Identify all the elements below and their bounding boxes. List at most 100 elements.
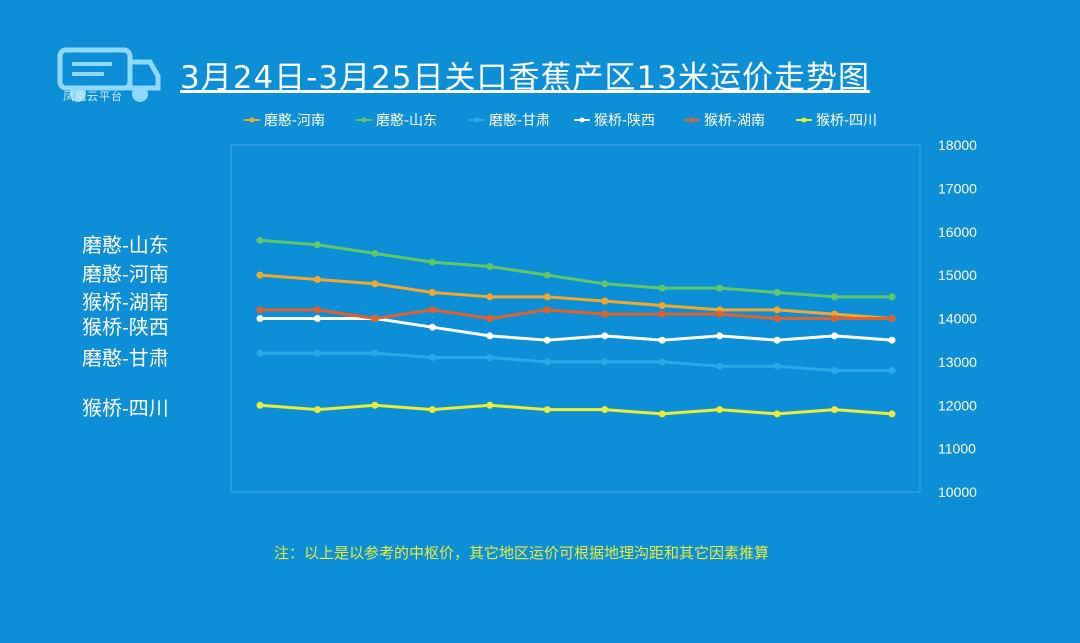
series-line: [260, 317, 893, 342]
data-point: [371, 349, 379, 357]
data-point: [428, 306, 436, 314]
data-point: [428, 288, 436, 296]
data-point: [831, 367, 839, 375]
legend-label: 磨憨-河南: [264, 113, 325, 129]
data-point: [486, 354, 494, 362]
data-point: [543, 306, 551, 314]
data-point: [313, 349, 321, 357]
left-label-moham-shandong: 磨憨-山东: [82, 233, 169, 257]
data-point: [773, 336, 781, 344]
data-point: [658, 410, 666, 418]
data-point: [888, 336, 896, 344]
data-point: [371, 315, 379, 322]
series-line: [259, 238, 892, 299]
data-point: [256, 315, 264, 322]
data-point: [256, 306, 264, 314]
y-tick-label: 15000: [938, 267, 977, 283]
left-label-houqiao-sichuan: 猴桥-四川: [82, 396, 169, 420]
data-point: [543, 336, 551, 344]
data-point: [716, 284, 724, 292]
legend-swatch-marker: [249, 117, 255, 123]
data-point: [658, 301, 666, 309]
y-tick-label: 14000: [938, 311, 977, 327]
y-tick-label: 13000: [938, 354, 977, 370]
data-point: [888, 293, 896, 301]
series-line: [259, 273, 893, 320]
data-point: [716, 310, 724, 318]
plot-area: [230, 144, 921, 493]
data-point: [256, 401, 264, 409]
data-point: [658, 336, 666, 344]
data-point: [486, 401, 494, 409]
data-point: [888, 410, 896, 418]
data-point: [658, 284, 666, 292]
legend-swatch-marker: [579, 117, 585, 123]
data-point: [601, 297, 609, 305]
left-label-houqiao-hunan: 猴桥-湖南: [82, 290, 169, 314]
data-point: [601, 332, 609, 340]
data-point: [773, 410, 781, 418]
data-point: [313, 315, 321, 322]
legend-label: 猴桥-湖南: [704, 113, 765, 129]
data-point: [371, 280, 379, 288]
data-point: [543, 293, 551, 301]
series-line: [259, 403, 893, 416]
data-point: [486, 332, 494, 340]
legend-label: 猴桥-陕西: [594, 113, 655, 129]
data-point: [601, 406, 609, 414]
data-point: [256, 236, 264, 244]
data-point: [658, 310, 666, 318]
truck-logo-icon: [57, 47, 161, 102]
data-point: [831, 406, 839, 414]
data-point: [428, 323, 436, 331]
data-point: [543, 271, 551, 279]
data-point: [716, 362, 724, 370]
data-point: [601, 280, 609, 288]
data-point: [313, 241, 321, 249]
data-point: [716, 332, 724, 340]
data-point: [773, 362, 781, 370]
series-line: [260, 351, 892, 373]
data-point: [313, 275, 321, 283]
data-point: [601, 358, 609, 366]
legend-swatch-marker: [474, 117, 480, 123]
data-point: [486, 315, 494, 322]
legend-swatch-marker: [689, 117, 695, 123]
data-point: [428, 406, 436, 414]
data-point: [716, 406, 724, 414]
left-label-houqiao-shaanxi: 猴桥-陕西: [82, 315, 169, 339]
data-point: [773, 306, 781, 314]
y-tick-label: 18000: [938, 137, 977, 153]
data-point: [256, 271, 264, 279]
data-point: [428, 258, 436, 266]
data-point: [486, 262, 494, 270]
page-title: 3月24日-3月25日关口香蕉产区13米运价走势图: [180, 60, 870, 96]
y-tick-label: 16000: [938, 224, 977, 240]
data-point: [428, 354, 436, 362]
data-point: [313, 306, 321, 314]
data-point: [371, 401, 379, 409]
data-point: [831, 315, 839, 322]
data-point: [831, 332, 839, 340]
data-point: [888, 367, 896, 375]
data-point: [543, 358, 551, 366]
data-point: [601, 310, 609, 318]
legend-label: 猴桥-四川: [816, 113, 877, 129]
series-line: [260, 308, 892, 320]
y-tick-label: 11000: [938, 441, 976, 457]
footnote: 注：以上是以参考的中枢价，其它地区运价可根据地理沟距和其它因素推算: [274, 544, 770, 562]
legend-label: 磨憨-山东: [376, 113, 437, 129]
data-point: [371, 249, 379, 257]
data-point: [543, 406, 551, 414]
y-tick-label: 10000: [938, 484, 977, 500]
data-point: [658, 358, 666, 366]
legend-label: 磨憨-甘肃: [489, 113, 550, 129]
data-point: [773, 288, 781, 296]
y-tick-label: 17000: [938, 180, 977, 196]
data-point: [831, 293, 839, 301]
logo-text: 凤凰云平台: [63, 90, 123, 103]
y-tick-label: 12000: [938, 397, 977, 413]
data-point: [256, 349, 264, 357]
data-point: [888, 315, 896, 322]
